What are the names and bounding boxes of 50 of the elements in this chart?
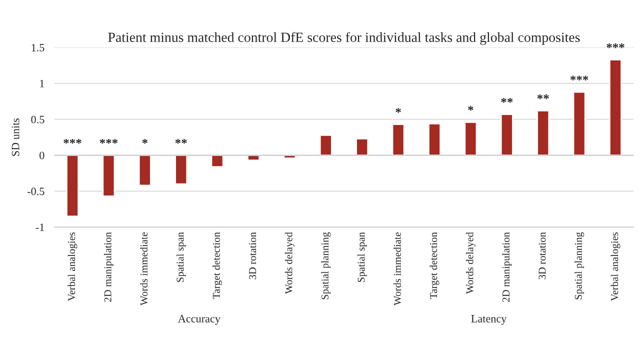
- data-label: **: [175, 138, 187, 144]
- data-label: **: [501, 98, 513, 103]
- text: Accuracy: [178, 315, 220, 325]
- bar: [319, 134, 332, 156]
- data-label: ***: [570, 76, 588, 80]
- bar: [174, 154, 188, 185]
- data-label: *: [396, 108, 401, 113]
- y-tick-label: 1: [40, 80, 44, 88]
- x-tick-label: 3D rotation: [538, 232, 546, 280]
- data-label: ***: [64, 138, 82, 144]
- bar: [66, 154, 79, 218]
- x-tick-label: Words immediate: [140, 232, 148, 306]
- bar: [210, 154, 224, 168]
- bar: [428, 122, 441, 156]
- bar: [464, 122, 478, 156]
- y-tick-label: -1: [36, 224, 44, 231]
- x-tick-label: Spatial span: [176, 232, 186, 282]
- data-label: ***: [606, 43, 624, 48]
- bar: [536, 110, 550, 156]
- bar: [102, 154, 116, 197]
- x-tick-label: Words immediate: [394, 232, 401, 306]
- data-label: ***: [100, 138, 118, 144]
- x-tick-label: 3D rotation: [249, 232, 256, 280]
- x-tick-label: 2D manipulation: [502, 232, 512, 302]
- y-tick-label: -0.5: [28, 188, 44, 196]
- x-tick-label: Words delayed: [284, 232, 294, 294]
- bar: [392, 124, 405, 156]
- x-tick-label: 2D manipulation: [104, 232, 114, 302]
- x-tick-label: Target detection: [212, 232, 222, 299]
- x-tick-label: Verbal analogies: [610, 232, 620, 301]
- x-tick-label: Spatial planning: [321, 232, 331, 300]
- x-tick-label: Spatial planning: [574, 232, 584, 300]
- bar: [138, 154, 152, 186]
- chart-title: Patient minus matched control DfE scores for individual tasks and global composites: [108, 32, 580, 45]
- data-label: *: [468, 106, 474, 111]
- bar: [356, 138, 369, 156]
- x-tick-label: Target detection: [430, 232, 440, 299]
- bar: [609, 58, 622, 156]
- data-label: *: [142, 138, 148, 144]
- data-label: **: [537, 94, 549, 100]
- x-tick-label: Spatial span: [357, 232, 367, 282]
- bar: [572, 91, 586, 156]
- x-tick-label: Verbal analogies: [68, 232, 78, 301]
- y-tick-label: 0.5: [31, 116, 44, 124]
- bar: [500, 114, 514, 156]
- text: Latency: [471, 315, 507, 325]
- x-tick-label: Words delayed: [466, 232, 476, 294]
- y-tick-label: 0: [40, 152, 44, 160]
- y-tick-label: 1.5: [32, 44, 44, 52]
- y-axis-title: SD units: [12, 118, 20, 156]
